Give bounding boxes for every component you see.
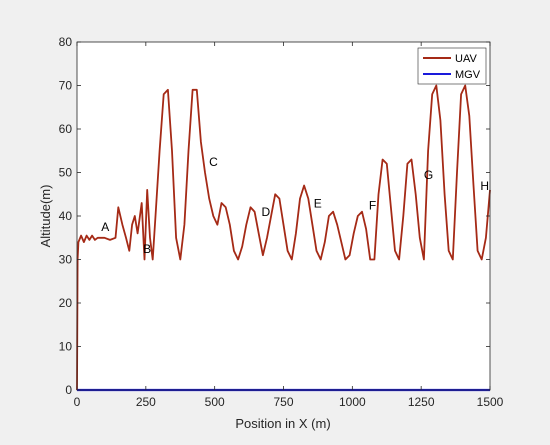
y-tick-label: 0 xyxy=(65,383,72,397)
annotation-e: E xyxy=(314,196,322,210)
legend: UAV MGV xyxy=(417,47,487,85)
y-tick-label: 40 xyxy=(59,209,73,223)
legend-uav-label: UAV xyxy=(455,53,477,65)
annotation-a: A xyxy=(101,220,109,234)
x-tick-label: 0 xyxy=(74,395,81,409)
annotation-g: G xyxy=(424,168,433,182)
annotation-c: C xyxy=(209,155,218,169)
y-tick-label: 80 xyxy=(59,35,73,49)
x-tick-label: 1000 xyxy=(339,395,366,409)
y-tick-label: 70 xyxy=(59,79,73,93)
legend-mgv-label: MGV xyxy=(455,69,481,81)
y-tick-label: 20 xyxy=(59,296,73,310)
plot-area xyxy=(77,42,490,390)
x-tick-label: 750 xyxy=(273,395,293,409)
ticks-layer: 0 250 500 750 1000 1250 1500 0 10 20 30 40 50 60 70 80 xyxy=(59,35,504,409)
x-tick-label: 250 xyxy=(136,395,156,409)
annotation-f: F xyxy=(369,198,376,212)
y-axis-label: Altitude(m) xyxy=(38,185,53,248)
x-tick-label: 1250 xyxy=(408,395,435,409)
annotation-d: D xyxy=(261,205,270,219)
annotation-b: B xyxy=(143,242,151,256)
annotation-layer: A B C D E F G H xyxy=(101,155,489,256)
x-axis-label: Position in X (m) xyxy=(235,416,330,431)
x-tick-label: 1500 xyxy=(477,395,504,409)
annotation-h: H xyxy=(480,179,489,193)
y-tick-label: 30 xyxy=(59,253,73,267)
y-tick-label: 10 xyxy=(59,340,73,354)
y-tick-label: 50 xyxy=(59,166,73,180)
series-line-uav xyxy=(76,84,491,391)
x-tick-label: 500 xyxy=(205,395,225,409)
y-tick-label: 60 xyxy=(59,122,73,136)
legend-box xyxy=(417,47,487,85)
